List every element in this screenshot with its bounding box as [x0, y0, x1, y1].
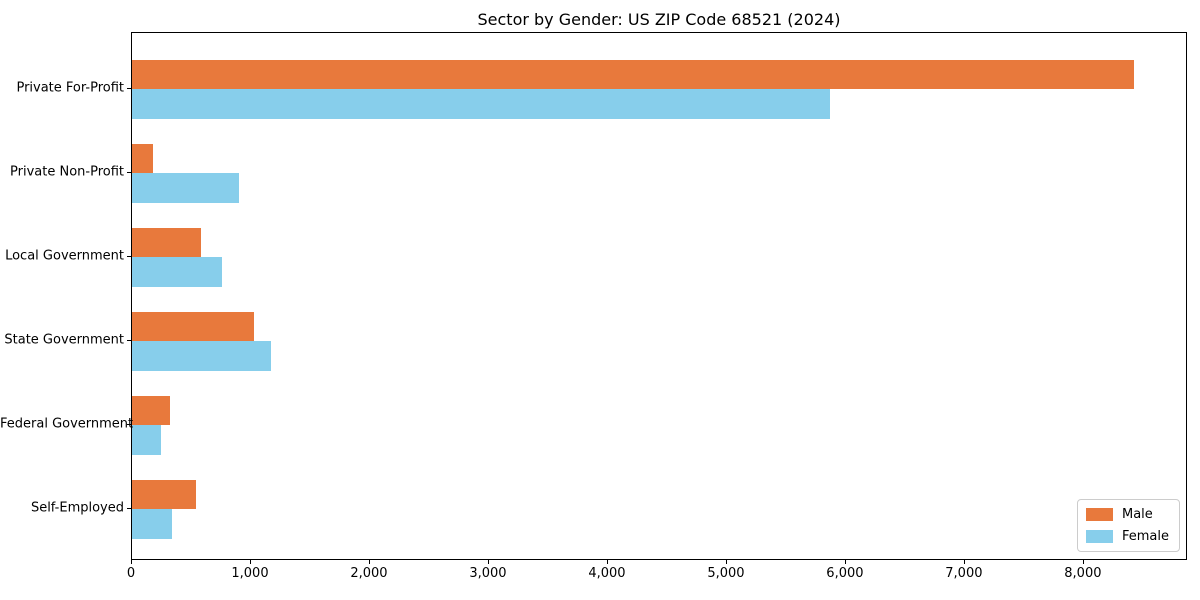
x-tick-2000: [368, 560, 370, 564]
male-color-swatch: [1085, 508, 1113, 521]
y-tick-private-non-profit: [127, 172, 131, 173]
x-tick-label-2000: 2,000: [350, 566, 388, 581]
bar-female-local-government: [132, 257, 223, 287]
y-tick-label-local-government: Local Government: [5, 248, 124, 264]
y-tick-state-government: [127, 340, 131, 341]
bar-female-state-government: [132, 341, 271, 371]
x-tick-4000: [606, 560, 608, 564]
bar-female-self-employed: [132, 509, 172, 539]
bar-male-self-employed: [132, 479, 197, 509]
legend-entry-male: Male: [1085, 507, 1169, 522]
legend-label-male: Male: [1121, 507, 1153, 522]
x-tick-7000: [963, 560, 965, 564]
x-tick-label-1000: 1,000: [231, 566, 269, 581]
y-tick-label-state-government: State Government: [4, 332, 124, 348]
bar-female-federal-government: [132, 425, 162, 455]
x-tick-label-8000: 8,000: [1064, 566, 1102, 581]
x-tick-6000: [844, 560, 846, 564]
bar-male-federal-government: [132, 395, 170, 425]
chart-title: Sector by Gender: US ZIP Code 68521 (202…: [477, 10, 841, 29]
x-tick-label-4000: 4,000: [588, 566, 626, 581]
y-tick-federal-government: [127, 424, 131, 425]
x-tick-5000: [725, 560, 727, 564]
x-tick-8000: [1082, 560, 1084, 564]
female-color-swatch: [1085, 530, 1113, 543]
y-tick-label-federal-government: Federal Government: [0, 416, 134, 432]
bars-layer: [132, 33, 1186, 559]
x-tick-label-7000: 7,000: [945, 566, 983, 581]
y-tick-local-government: [127, 256, 131, 257]
bar-male-local-government: [132, 227, 201, 257]
y-tick-label-self-employed: Self-Employed: [30, 500, 124, 516]
x-tick-0: [131, 560, 132, 564]
y-tick-label-private-non-profit: Private Non-Profit: [10, 164, 124, 180]
x-tick-label-0: 0: [126, 566, 136, 581]
y-tick-private-for-profit: [127, 88, 131, 89]
legend-entry-female: Female: [1085, 529, 1169, 544]
x-tick-label-3000: 3,000: [469, 566, 507, 581]
bar-male-private-for-profit: [132, 59, 1135, 89]
bar-female-private-non-profit: [132, 173, 239, 203]
x-tick-1000: [249, 560, 251, 564]
x-tick-label-6000: 6,000: [826, 566, 864, 581]
y-tick-self-employed: [127, 508, 131, 509]
bar-female-private-for-profit: [132, 89, 831, 119]
legend: Male Female: [1076, 499, 1180, 552]
bar-male-state-government: [132, 311, 255, 341]
x-tick-label-5000: 5,000: [707, 566, 745, 581]
x-tick-3000: [487, 560, 489, 564]
y-tick-label-private-for-profit: Private For-Profit: [16, 80, 124, 96]
legend-label-female: Female: [1121, 529, 1169, 544]
plot-area: Male Female: [131, 32, 1187, 560]
bar-male-private-non-profit: [132, 143, 153, 173]
